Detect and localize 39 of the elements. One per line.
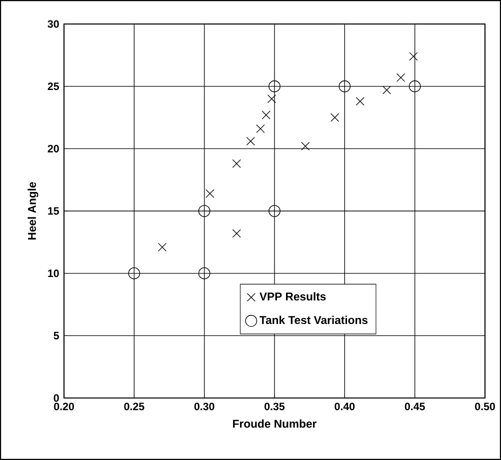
point	[232, 229, 241, 238]
point	[128, 267, 140, 280]
point	[396, 73, 406, 82]
point	[198, 267, 210, 280]
point	[262, 110, 270, 120]
y-tick-label: 15	[48, 207, 59, 215]
point	[356, 96, 364, 106]
point	[330, 113, 340, 122]
x-tick-label: 0.20	[54, 402, 74, 410]
point	[338, 80, 351, 92]
x-axis-title: Froude Number	[233, 419, 317, 428]
point	[382, 86, 392, 94]
x-tick-label: 0.50	[475, 402, 495, 410]
point	[301, 142, 310, 150]
y-tick-label: 10	[48, 270, 59, 278]
point	[409, 52, 418, 61]
x-tick-label: 0.45	[404, 402, 425, 410]
x-tick-label: 0.25	[124, 402, 144, 410]
point	[267, 94, 276, 104]
point	[198, 205, 210, 217]
point	[408, 80, 421, 92]
y-tick-label: 30	[48, 20, 59, 28]
point	[256, 124, 265, 134]
point	[206, 189, 214, 198]
y-axis-title: Heel Angle	[28, 182, 38, 240]
point	[232, 159, 241, 168]
point	[268, 205, 280, 217]
legend-label: VPP Results	[260, 292, 326, 301]
point	[246, 136, 255, 146]
y-tick-label: 5	[54, 332, 59, 340]
y-tick-label: 0	[54, 394, 59, 402]
x-tick-label: 0.35	[264, 402, 285, 410]
point	[158, 242, 167, 252]
x-tick-label: 0.30	[194, 402, 214, 410]
legend-label: Tank Test Variations	[260, 316, 368, 324]
y-tick-label: 20	[48, 144, 59, 152]
point	[268, 80, 280, 92]
y-tick-label: 25	[48, 82, 59, 90]
x-tick-label: 0.40	[334, 402, 355, 410]
